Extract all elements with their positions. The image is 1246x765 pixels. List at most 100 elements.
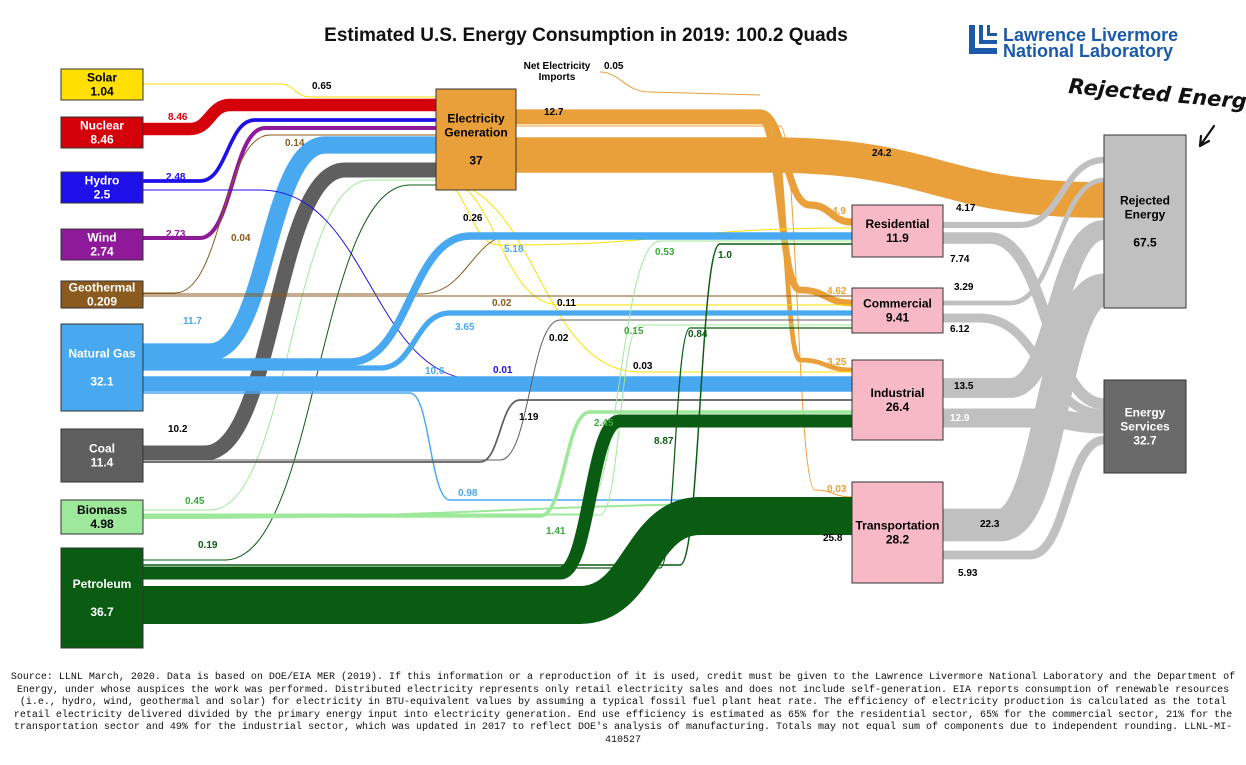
flow-value-label: 0.15 [624, 326, 644, 337]
flow-value-label: 0.14 [285, 138, 305, 149]
flow-petroleum-to-commercial [143, 327, 852, 569]
flow-value-label: 2.48 [166, 172, 186, 183]
flow-value-label: 5.93 [958, 568, 978, 579]
source-solar [60, 68, 144, 101]
rejected-energy-node-label: Energy [1125, 208, 1166, 222]
sector-residential-label: Residential [865, 217, 929, 231]
energy-services-node-label: Services [1120, 420, 1170, 434]
flow-value-label: 8.87 [654, 436, 674, 447]
sector-industrial-label: Industrial [870, 386, 924, 400]
flow-electricity-to-rejected [516, 137, 1105, 218]
flow-value-label: 22.3 [980, 519, 1000, 530]
flow-natural-gas-to-commercial [143, 310, 852, 371]
source-coal-label: Coal [89, 442, 115, 456]
source-petroleum [60, 547, 144, 649]
source-biomass-label: Biomass [77, 503, 127, 517]
source-hydro [60, 171, 144, 204]
flow-solar-to-electricity [143, 83, 436, 98]
source-nuclear-label: 8.46 [90, 133, 114, 147]
source-nuclear-label: Nuclear [80, 119, 124, 133]
flow-value-label: 0.03 [633, 361, 653, 372]
energy-services-node [1103, 379, 1187, 474]
diagram-title: Estimated U.S. Energy Consumption in 201… [324, 25, 848, 46]
flow-coal-to-industrial [143, 399, 852, 463]
source-natural-gas-label: 32.1 [90, 375, 114, 389]
flow-biomass-to-industrial [143, 410, 852, 518]
energy-services-node-label: 32.7 [1133, 434, 1157, 448]
flow-petroleum-to-industrial [143, 414, 852, 580]
flow-industrial-to-rejected [943, 220, 1106, 398]
flow-solar-to-industrial [435, 179, 852, 373]
flow-residential-to-rejected [943, 156, 1105, 229]
flow-electricity-to-industrial [516, 119, 853, 373]
flow-value-label: 1.41 [546, 526, 566, 537]
source-coal-label: 11.4 [91, 456, 114, 470]
flow-value-label: 12.9 [950, 413, 970, 424]
source-wind [60, 228, 144, 261]
flow-natural-gas-to-electricity [143, 136, 436, 361]
source-petroleum-label: 36.7 [90, 605, 114, 619]
rejected-energy-node-label: 67.5 [1133, 236, 1157, 250]
flow-value-label: 1.19 [519, 412, 539, 423]
flow-value-label: 8.46 [168, 112, 188, 123]
flow-value-label: 10.2 [168, 424, 188, 435]
source-solar-label: Solar [87, 71, 117, 85]
flow-value-label: 0.53 [655, 247, 675, 258]
source-wind-label: 2.74 [90, 245, 114, 259]
flow-value-label: 0.11 [557, 298, 576, 309]
flow-nuclear-to-electricity [143, 98, 436, 136]
energy-services-node-label: Energy [1125, 406, 1166, 420]
flow-value-label: 3.29 [954, 282, 974, 293]
flow-value-label: 12.7 [544, 107, 564, 118]
net-imports-label: Imports [539, 72, 576, 83]
source-footnote: Source: LLNL March, 2020. Data is based … [10, 672, 1236, 746]
flow-natural-gas-to-transportation [143, 392, 852, 501]
flow-value-label: 0.19 [198, 540, 218, 551]
flow-value-label: 0.01 [493, 365, 513, 376]
flow-coal-to-commercial [143, 319, 852, 461]
logo-line-1: Lawrence Livermore [1003, 25, 1178, 45]
source-biomass-label: 4.98 [90, 517, 114, 531]
flow-coal-to-electricity [143, 162, 436, 461]
sector-industrial [851, 359, 944, 441]
flow-value-label: 24.2 [872, 148, 892, 159]
flow-value-label: 0.02 [549, 333, 569, 344]
source-natural-gas [60, 323, 144, 412]
flow-value-label: 0.45 [185, 496, 205, 507]
flow-petroleum-to-transportation [143, 497, 852, 624]
flow-value-label: 6.12 [950, 324, 970, 335]
flow-value-label: 3.25 [827, 357, 847, 368]
rejected-energy-node [1103, 134, 1187, 309]
llnl-logo-icon [969, 25, 997, 54]
electricity-generation-node-label: Generation [444, 126, 507, 140]
source-hydro-label: 2.5 [94, 188, 111, 202]
flow-value-label: 5.18 [504, 244, 524, 255]
electricity-generation-node-label: Electricity [447, 112, 505, 126]
flow-value-label: 1.0 [718, 250, 732, 261]
flow-transportation-to-rejected [943, 273, 1108, 542]
sector-residential-label: 11.9 [886, 231, 909, 245]
source-petroleum-label: Petroleum [73, 577, 132, 591]
flow-value-label: 10.6 [425, 366, 445, 377]
logo-line-2: National Laboratory [1003, 41, 1173, 61]
net-imports-value: 0.05 [604, 61, 624, 72]
flow-natural-gas-to-residential [143, 232, 852, 366]
llnl-logo: Lawrence Livermore National Laboratory [969, 25, 1178, 61]
flow-residential-to-services [943, 232, 1105, 410]
flow-hydro-to-industrial [143, 189, 852, 381]
flow-geothermal-to-electricity [143, 134, 436, 294]
flow-solar-to-residential [435, 177, 853, 246]
source-solar-label: 1.04 [90, 85, 114, 99]
sector-commercial-label: 9.41 [886, 311, 910, 325]
flow-value-label: 4.9 [832, 206, 846, 217]
flow-value-label: 2.45 [594, 418, 614, 429]
flow-value-label: 0.03 [827, 484, 847, 495]
sector-industrial-label: 26.4 [886, 400, 910, 414]
flow-petroleum-to-electricity [143, 184, 436, 561]
net-imports-label: Net Electricity [524, 61, 591, 72]
source-geothermal-label: Geothermal [69, 281, 136, 295]
flow-value-label: 0.84 [688, 329, 708, 340]
flow-value-label: 13.5 [954, 381, 974, 392]
annotation-arrow-icon [1198, 124, 1216, 148]
